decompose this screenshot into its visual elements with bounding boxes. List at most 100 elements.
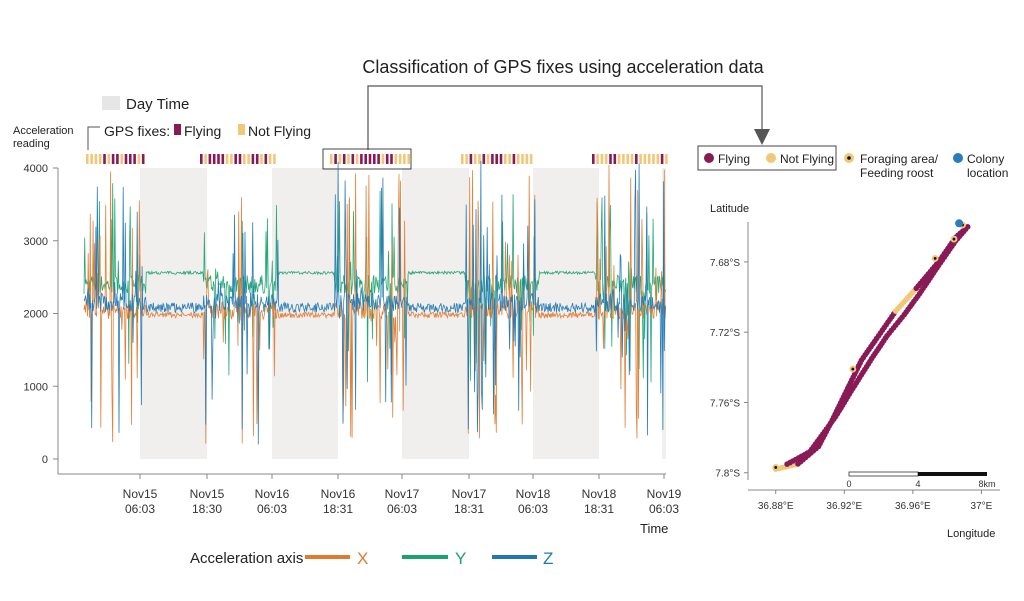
gps-fix-not-flying [338,154,342,164]
map-legend-not-flying-label: Not Flying [780,152,834,166]
x-tick-label-date: Nov16 [255,487,290,501]
map-y-tick-label: 7.68°S [710,258,740,269]
map-x-label: Longitude [947,528,995,540]
scale-bar-label: 8km [978,479,995,489]
day-time-swatch [102,96,120,110]
y-axis-label-line2: reading [13,138,50,150]
map-y-label: Latitude [710,203,749,215]
gps-fix-not-flying [596,154,599,164]
gps-fix-not-flying [508,154,511,164]
gps-fix-not-flying [330,154,333,164]
x-tick-label-date: Nov17 [385,487,420,501]
x-tick-label-time: 06:03 [125,502,155,516]
gps-fix-flying [609,154,612,164]
map-axes: 7.68°S 7.72°S 7.76°S 7.8°S 36.88°E 36.92°E 36.… [710,222,1000,512]
gps-fix-flying [255,154,259,164]
gps-fix-flying [360,154,363,164]
gps-fix-not-flying [137,154,141,164]
scale-bar-black [918,472,987,476]
highlight-box [322,148,412,170]
foraging-point-center [851,367,855,371]
gps-fix-not-flying [626,154,629,164]
gps-fix-not-flying [225,154,229,164]
legend-y-label: Y [455,549,466,568]
x-axis-label: Time [640,521,668,536]
gps-fix-flying [116,154,119,164]
axis-legend-title: Acceleration axis [190,550,303,567]
scale-bar: 0 4 8km [846,471,996,489]
series-y-line [83,183,667,383]
x-tick-label-date: Nov16 [321,487,356,501]
gps-fix-flying [251,154,255,164]
gps-fix-flying [200,154,203,164]
gps-fix-flying [491,154,494,164]
gps-fix-not-flying [639,154,642,164]
gps-fix-not-flying [398,154,402,164]
gps-fix-not-flying [260,154,263,164]
y-tick-label: 4000 [24,163,48,175]
gps-fix-flying [234,154,237,164]
gps-fix-not-flying [630,154,634,164]
x-tick-label-date: Nov17 [452,487,487,501]
series-z-line [83,160,667,445]
gps-fix-flying [495,154,498,164]
map-legend-foraging-line1: Foraging area/ [860,152,939,166]
gps-fix-flying [238,154,242,164]
gps-fix-not-flying [273,154,276,164]
gps-fix-not-flying [473,154,477,164]
gps-fix-flying [390,154,393,164]
scale-bar-label: 4 [915,479,920,489]
gps-fix-flying [660,154,664,164]
gps-fix-not-flying [617,154,621,164]
scale-bar-white [848,471,919,477]
gps-fix-flying [499,154,503,164]
x-tick-label-date: Nov15 [190,487,225,501]
legend-x-label: X [357,549,368,568]
not-flying-label: Not Flying [248,123,311,139]
gps-fix-flying [141,154,145,164]
gps-fix-not-flying [604,154,608,164]
day-band [140,168,207,459]
gps-fix-not-flying [478,154,481,164]
gps-fix-not-flying [516,154,520,164]
gps-fix-flying [221,154,225,164]
map-legend-colony-line2: location [967,166,1008,180]
x-tick-label-date: Nov18 [516,487,551,501]
day-time-label: Day Time [126,96,189,113]
gps-fix-not-flying [486,154,490,164]
gps-fix-flying [592,154,595,164]
gps-fix-not-flying [94,154,98,164]
gps-fix-not-flying [403,154,406,164]
colony-point [955,219,964,228]
y-tick-label: 2000 [24,309,48,321]
connector-arrowhead [754,129,770,145]
gps-fix-not-flying [347,154,350,164]
flying-swatch [174,124,181,135]
x-tick-label-time: 06:03 [387,502,417,516]
gps-fix-flying [342,154,346,164]
gps-fix-flying [264,154,268,164]
gps-fix-flying [512,154,516,164]
map-x-tick-label: 37°E [971,501,993,512]
gps-fix-not-flying [243,154,246,164]
map-x-tick-label: 36.96°E [895,501,931,512]
x-tick-label-date: Nov15 [123,487,158,501]
gps-fix-not-flying [98,154,102,164]
gps-fix-not-flying [107,154,111,164]
foraging-point-center [774,466,778,469]
gps-fix-flying [129,154,132,164]
foraging-point-center [952,237,956,241]
y-axis-label-line1: Acceleration [13,125,74,137]
gps-fix-not-flying [381,154,385,164]
gps-fix-not-flying [529,154,533,164]
legend-z-label: Z [543,549,553,568]
gps-fix-not-flying [665,154,668,164]
acceleration-traces [83,160,667,445]
gps-fix-flying [368,154,372,164]
gps-fix-not-flying [504,154,507,164]
map-legend-flying-dot [704,153,714,163]
y-tick-label: 0 [42,454,48,466]
map-legend-box [697,145,837,171]
map-y-tick-label: 7.72°S [710,328,740,339]
map-x-tick-label: 36.88°E [758,501,794,512]
